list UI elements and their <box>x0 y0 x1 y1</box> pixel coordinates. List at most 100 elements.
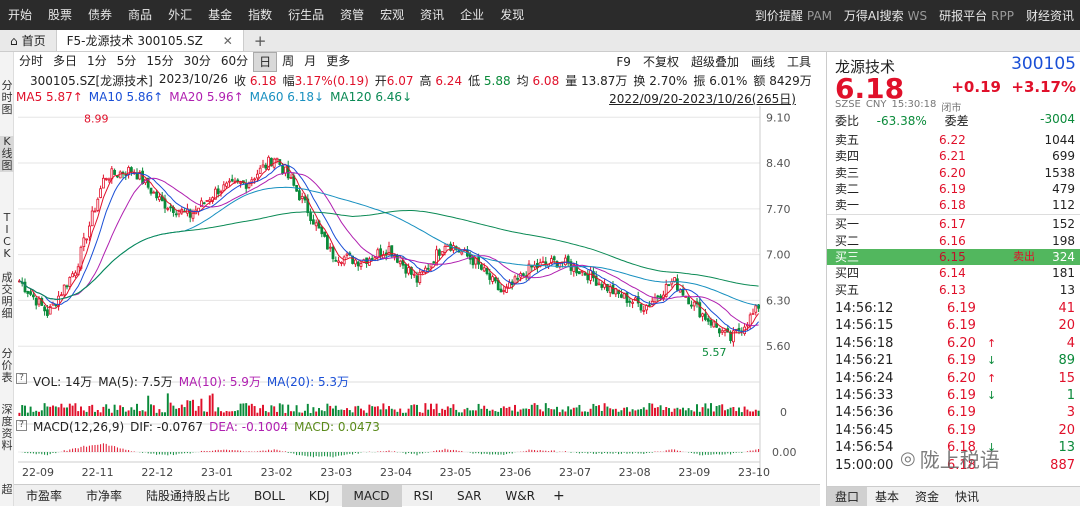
view-6[interactable]: 超 <box>1 483 13 496</box>
candle-body <box>208 199 212 202</box>
volume-bar <box>486 408 488 416</box>
tool-4[interactable]: 工具 <box>786 55 811 69</box>
candle-body <box>177 210 181 215</box>
menu-right-2[interactable]: 研报平台 RPP <box>939 8 1014 23</box>
menu-item-2[interactable]: 债券 <box>88 8 113 22</box>
volume-bar <box>623 407 626 416</box>
volume-zero-label: 0 <box>780 406 787 419</box>
menu-item-9[interactable]: 宏观 <box>380 8 405 22</box>
volume-bar <box>407 408 410 416</box>
menu-right-0[interactable]: 到价提醒 PAM <box>754 8 832 23</box>
candle-body <box>200 200 203 208</box>
volume-bar <box>416 404 418 416</box>
menu-item-5[interactable]: 基金 <box>208 8 233 22</box>
tool-2[interactable]: 超级叠加 <box>690 55 739 69</box>
close-icon[interactable]: ✕ <box>222 33 233 48</box>
date-range[interactable]: 2022/09/20-2023/10/26(265日) <box>609 92 796 106</box>
candle-body <box>340 261 343 264</box>
x-tick-label: 23-09 <box>678 466 710 479</box>
view-3[interactable]: 成交明细 <box>1 271 13 320</box>
indicator-tab-5[interactable]: MACD <box>341 484 402 507</box>
candle-body <box>174 213 178 216</box>
tab-stock[interactable]: F5-龙源技术 300105.SZ ✕ <box>56 30 244 51</box>
menu-item-3[interactable]: 商品 <box>128 8 153 22</box>
volume-bar <box>374 406 376 416</box>
candle-body <box>130 167 133 173</box>
indicator-tab-2[interactable]: 陆股通持股占比 <box>146 488 231 503</box>
menu-item-8[interactable]: 资管 <box>340 8 365 22</box>
volume-bar <box>446 406 449 416</box>
menu-item-12[interactable]: 发现 <box>500 8 525 22</box>
period-5[interactable]: 30分 <box>183 54 211 68</box>
view-0[interactable]: 分时图 <box>1 79 13 116</box>
volume-bar <box>480 408 483 416</box>
quote-tab-0[interactable]: 盘口 <box>827 487 868 506</box>
volume-bar <box>589 408 592 416</box>
period-4[interactable]: 15分 <box>146 54 174 68</box>
indicator-tab-3[interactable]: BOLL <box>254 488 285 503</box>
indicator-tab-7[interactable]: SAR <box>457 488 482 503</box>
menu-right-1[interactable]: 万得AI搜索 WS <box>843 8 928 23</box>
x-tick-label: 22-12 <box>141 466 173 479</box>
quote-tab-3[interactable]: 快讯 <box>955 490 980 504</box>
tool-1[interactable]: 不复权 <box>642 55 679 69</box>
menu-item-0[interactable]: 开始 <box>8 8 33 22</box>
ask-row: 卖四 6.21 699 <box>827 148 1080 164</box>
volume-bar <box>455 409 458 416</box>
period-7[interactable]: 日 <box>253 52 278 72</box>
period-1[interactable]: 多日 <box>53 54 78 68</box>
period-2[interactable]: 1分 <box>87 54 107 68</box>
period-0[interactable]: 分时 <box>19 54 44 68</box>
menu-item-7[interactable]: 衍生品 <box>288 8 325 22</box>
quote-tab-2[interactable]: 资金 <box>915 490 940 504</box>
volume-bar <box>166 393 169 416</box>
indicator-tab-6[interactable]: RSI <box>413 488 434 503</box>
volume-bar <box>29 406 32 416</box>
x-tick-label: 22-11 <box>82 466 114 479</box>
menu-item-4[interactable]: 外汇 <box>168 8 193 22</box>
menu-right-3[interactable]: 财经资讯 <box>1025 8 1074 23</box>
volume-bar <box>38 411 40 416</box>
kline-chart[interactable]: 9.10 8.40 7.70 7.00 6.30 5.60 8.99 5.57 0 0.00 22-… <box>14 106 820 484</box>
view-4[interactable]: 分价表 <box>1 347 13 384</box>
period-6[interactable]: 60分 <box>220 54 249 68</box>
candle-body <box>26 291 30 294</box>
home-icon: ⌂ <box>10 33 18 48</box>
view-5[interactable]: 深度资料 <box>1 403 13 452</box>
volume-bar <box>452 404 455 416</box>
period-3[interactable]: 5分 <box>116 54 137 68</box>
help-icon[interactable]: ? <box>16 373 27 384</box>
tool-0[interactable]: F9 <box>616 55 631 69</box>
candle-body <box>275 157 279 161</box>
volume-bar <box>757 410 760 416</box>
indicator-tab-8[interactable]: W&R <box>505 488 535 503</box>
indicator-tab-9[interactable]: + <box>552 487 565 504</box>
volume-bar <box>158 409 161 416</box>
period-8[interactable]: 周 <box>282 54 295 68</box>
candle-body <box>426 267 430 270</box>
menu-item-6[interactable]: 指数 <box>248 8 273 22</box>
tab-home[interactable]: ⌂ 首页 <box>0 30 57 51</box>
book-label: 买二 <box>835 233 860 248</box>
menu-item-10[interactable]: 资讯 <box>420 8 445 22</box>
book-label: 卖四 <box>835 149 860 164</box>
indicator-tab-1[interactable]: 市净率 <box>86 488 123 503</box>
quote-tab-1[interactable]: 基本 <box>875 490 900 504</box>
help-icon[interactable]: ? <box>16 420 27 431</box>
add-tab-button[interactable]: + <box>253 32 267 50</box>
candle-body <box>720 330 724 333</box>
trade-volume: 3 <box>1066 405 1075 421</box>
period-9[interactable]: 月 <box>304 54 317 68</box>
volume-bar <box>505 407 508 416</box>
trade-price: 6.19 <box>947 301 976 316</box>
tool-3[interactable]: 画线 <box>750 55 775 69</box>
period-10[interactable]: 更多 <box>326 54 351 68</box>
menu-item-11[interactable]: 企业 <box>460 8 485 22</box>
indicator-tab-0[interactable]: 市盈率 <box>26 488 63 503</box>
indicator-tab-4[interactable]: KDJ <box>308 488 330 503</box>
menu-item-1[interactable]: 股票 <box>48 8 73 22</box>
arrow-down-icon: ↓ <box>987 441 997 455</box>
volume-bar <box>427 409 430 416</box>
